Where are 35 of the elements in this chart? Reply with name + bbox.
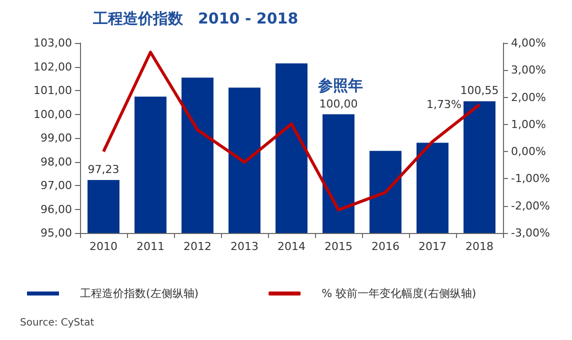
x-tick-label: 2018: [466, 240, 494, 253]
y2-tick-label: -1,00%: [511, 172, 550, 186]
y2-tick-label: 4,00%: [511, 36, 546, 50]
x-tick-label: 2017: [418, 240, 446, 253]
data-label: 97,23: [88, 163, 120, 176]
y2-tick-label: 2,00%: [511, 90, 546, 104]
y2-tick-label: 0,00%: [511, 145, 546, 158]
y2-tick-label: 3,00%: [511, 64, 546, 77]
data-label: 100,00: [319, 97, 358, 110]
y2-tick-label: -3,00%: [511, 226, 550, 240]
x-tick-label: 2016: [372, 240, 400, 253]
y-tick-label: 103,00: [34, 36, 72, 50]
data-label: 1,73%: [426, 98, 462, 112]
source-note: Source: CyStat: [20, 318, 94, 328]
chart-title: 工程造价指数 2010 - 2018: [92, 10, 298, 28]
annotation: 参照年: [317, 76, 363, 94]
x-tick-label: 2011: [136, 240, 164, 253]
x-tick-label: 2012: [184, 240, 212, 253]
legend-label: % 较前一年变化幅度(右侧纵轴): [322, 287, 476, 300]
legend-label: 工程造价指数(左侧纵轴): [80, 287, 199, 300]
x-tick-label: 2013: [230, 240, 258, 253]
y-tick-label: 102,00: [34, 60, 72, 74]
y-tick-label: 98,00: [40, 155, 72, 168]
y-tick-label: 97,00: [40, 179, 72, 192]
y2-tick-label: 1,00%: [511, 118, 546, 131]
y-tick-label: 99,00: [40, 132, 72, 144]
y-tick-label: 101,00: [34, 84, 72, 97]
x-tick-label: 2014: [278, 240, 306, 253]
y-tick-label: 95,00: [40, 226, 72, 240]
x-tick-label: 2010: [90, 240, 118, 253]
data-label: 100,55: [460, 84, 499, 98]
y-tick-label: 100,00: [34, 108, 72, 121]
y2-tick-label: -2,00%: [511, 199, 550, 212]
x-tick-label: 2015: [324, 240, 352, 253]
y-tick-label: 96,00: [40, 202, 72, 216]
